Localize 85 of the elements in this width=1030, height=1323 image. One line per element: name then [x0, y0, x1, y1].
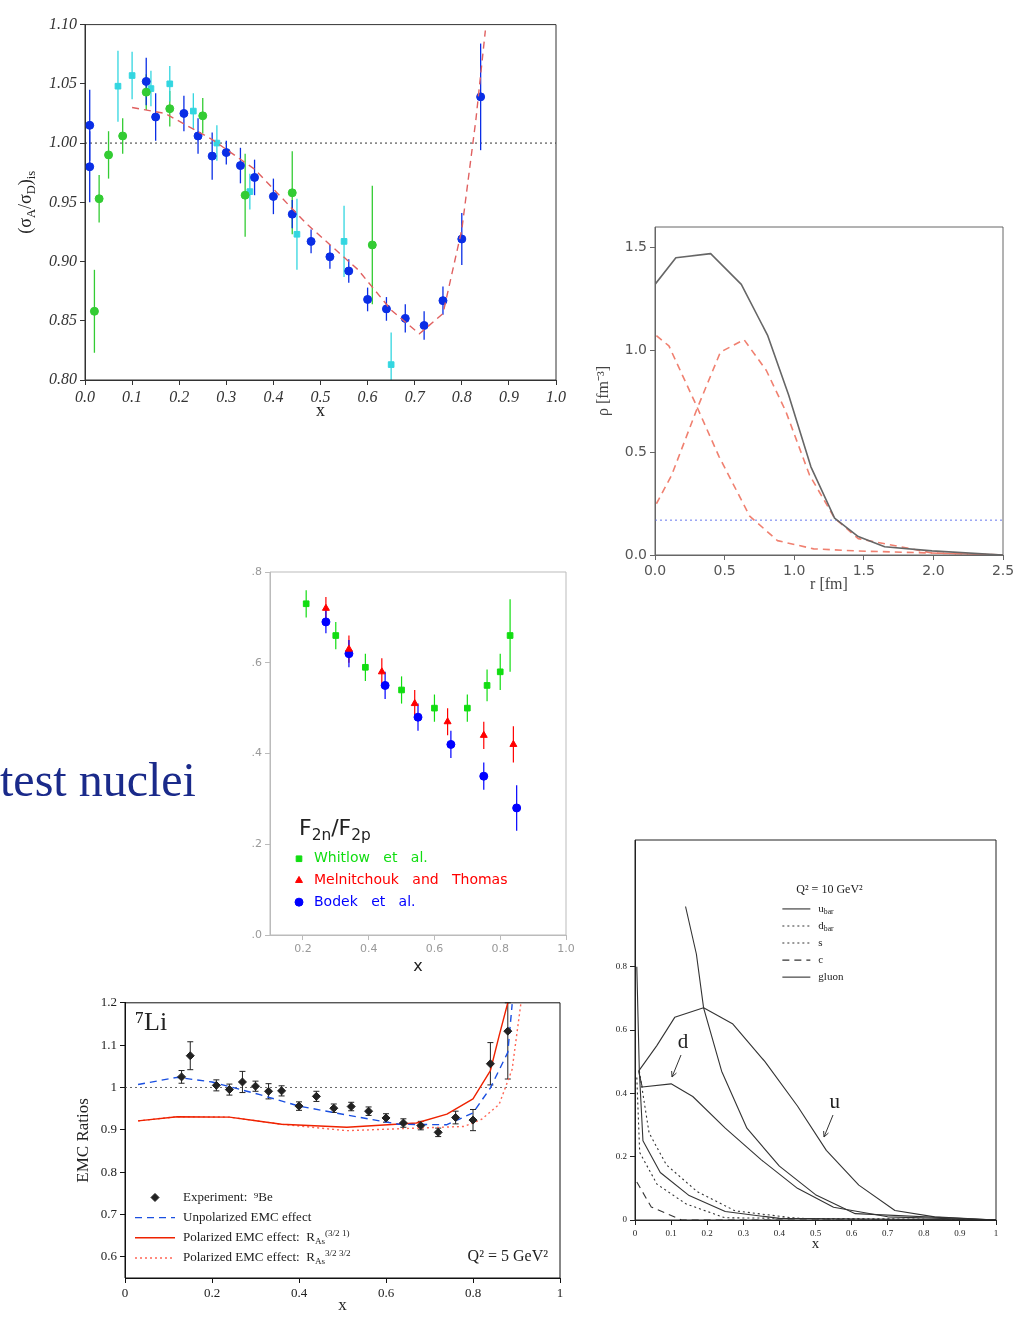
text: test nuclei [0, 752, 196, 807]
y-tick-label: 0.6 [100, 1248, 118, 1264]
y-tick-label: 0.4 [615, 1087, 628, 1098]
y-tick-label: 0.6 [615, 1024, 628, 1035]
y-tick-label: 0.80 [49, 370, 77, 388]
x-tick-label: 1 [993, 1227, 999, 1238]
legend-label: s [818, 935, 823, 948]
y-tick-label: .2 [251, 837, 262, 851]
x-axis-title: x [811, 1235, 820, 1252]
y-tick-label: 1.5 [624, 238, 647, 255]
x-tick-label: 0.4 [290, 1285, 308, 1301]
x-tick-label: 2.0 [922, 562, 945, 579]
x-axis-title: x [413, 956, 423, 976]
x-tick-label: 0.3 [216, 387, 237, 405]
legend-label: c [818, 952, 824, 965]
x-tick-label: 0.0 [75, 387, 95, 405]
y-tick-label: 0.9 [100, 1121, 117, 1137]
x-tick-label: 0.8 [918, 1227, 930, 1238]
y-tick-label: .8 [251, 564, 262, 578]
x-tick-label: 0.6 [425, 942, 444, 956]
y-tick-label: 0.2 [615, 1151, 627, 1162]
y-tick-label: 1.0 [624, 340, 647, 357]
x-tick-label: 0.6 [357, 387, 378, 405]
y-tick-label: 1.05 [49, 74, 77, 92]
y-tick-label: 1.00 [49, 133, 77, 151]
y-tick-label: .0 [251, 927, 262, 941]
y-axis-title: EMC Ratios [73, 1098, 93, 1183]
x-tick-label: 1 [556, 1285, 564, 1301]
y-tick-label: 0.7 [100, 1205, 118, 1221]
y-tick-label: 0.95 [49, 192, 77, 210]
legend-title: Q² = 10 GeV² [796, 882, 864, 897]
y-tick-label: 0.90 [49, 251, 77, 269]
x-axis-title: x [338, 1294, 348, 1314]
y-tick-label: .4 [251, 746, 262, 760]
x-tick-label: 0.1 [122, 387, 143, 405]
y-tick-label: 0.5 [624, 443, 647, 460]
x-tick-label: 0.6 [377, 1285, 395, 1301]
y-tick-label: 1.2 [100, 994, 117, 1010]
annotation: u [829, 1089, 841, 1114]
annotation: ⁷Li [135, 1007, 168, 1037]
x-tick-label: 0.3 [737, 1227, 750, 1238]
legend-label: Experiment: ⁹Be [183, 1188, 273, 1204]
y-tick-label: 1.10 [49, 14, 77, 32]
x-tick-label: 1.0 [557, 942, 575, 956]
y-tick-label: .6 [251, 655, 262, 669]
y-axis-title: ρ [fm⁻³] [594, 365, 613, 417]
x-tick-label: 0.4 [359, 942, 378, 956]
legend-label: Unpolarized EMC effect [183, 1209, 312, 1225]
x-tick-label: 0.9 [954, 1227, 967, 1238]
x-tick-label: 0.2 [294, 942, 312, 956]
x-tick-label: 0.7 [404, 387, 426, 405]
y-tick-label: 0.8 [615, 961, 628, 972]
x-tick-label: 0.8 [464, 1285, 482, 1301]
y-tick-label: 0.8 [100, 1163, 117, 1179]
x-tick-label: 0.2 [169, 387, 190, 405]
y-tick-label: 0.85 [49, 310, 77, 328]
x-tick-label: 0.8 [491, 942, 509, 956]
x-tick-label: 1.0 [783, 562, 806, 579]
y-tick-label: 0 [622, 1214, 628, 1225]
x-tick-label: 0.4 [773, 1227, 786, 1238]
x-tick-label: 0 [121, 1285, 129, 1301]
y-tick-label: 0.0 [624, 545, 647, 562]
x-tick-label: 0.1 [665, 1227, 677, 1238]
x-axis-title: r [fm] [810, 575, 848, 593]
x-tick-label: 0.6 [845, 1227, 858, 1238]
x-tick-label: 0.5 [713, 562, 736, 579]
annotation: d [677, 1029, 689, 1054]
legend-label: Bodek et al. [314, 892, 416, 909]
x-tick-label: 0.2 [203, 1285, 221, 1301]
annotation: Q² = 5 GeV² [467, 1247, 549, 1265]
x-tick-label: 0.7 [882, 1227, 894, 1238]
legend-label: Melnitchouk and Thomas [314, 871, 508, 888]
x-tick-label: 0.9 [498, 387, 519, 405]
x-tick-label: 1.5 [852, 562, 875, 579]
y-tick-label: 1.1 [100, 1036, 117, 1052]
x-tick-label: 0.8 [451, 387, 472, 405]
y-tick-label: 1 [110, 1078, 117, 1094]
x-tick-label: 0.4 [263, 387, 284, 405]
legend-label: gluon [818, 970, 844, 983]
x-tick-label: 0.5 [809, 1227, 822, 1238]
x-tick-label: 1.0 [546, 387, 566, 405]
x-tick-label: 0.0 [643, 562, 667, 579]
legend-label: Whitlow et al. [314, 849, 428, 866]
x-tick-label: 0.2 [701, 1227, 713, 1238]
x-tick-label: 2.5 [991, 562, 1015, 579]
